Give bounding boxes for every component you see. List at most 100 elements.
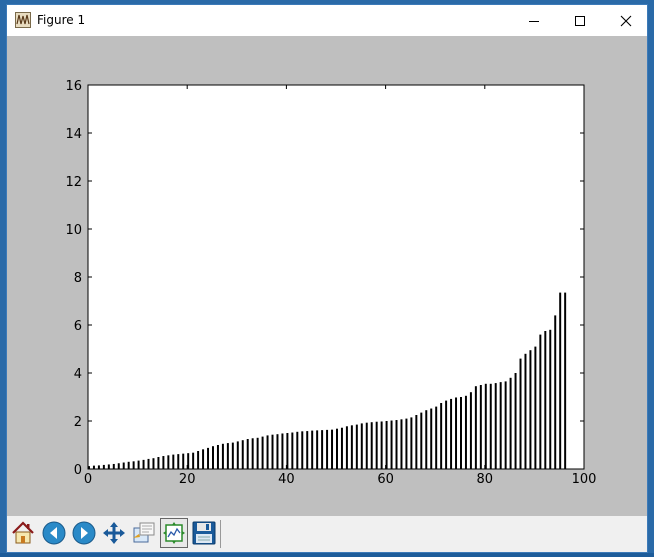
bar-96 [564,292,567,469]
figure-canvas[interactable]: 0 20 40 60 80 100 0 2 4 6 8 10 12 14 16 [7,36,647,516]
bar-45 [311,430,314,469]
bar-27 [221,443,224,469]
subplots-button[interactable] [160,518,188,548]
y-tick-label-10: 10 [65,223,82,238]
bar-chart: 0 20 40 60 80 100 0 2 4 6 8 10 12 14 16 [65,79,596,487]
bar-56 [365,422,368,469]
maximize-icon [575,15,585,26]
bar-24 [207,447,210,469]
y-tick-label-14: 14 [65,127,82,142]
bar-67 [420,412,423,469]
bar-65 [410,417,413,469]
bar-22 [197,451,200,469]
bar-62 [395,420,398,469]
maximize-button[interactable] [557,5,603,36]
bar-60 [385,421,388,469]
bar-14 [157,457,160,469]
bar-20 [187,453,190,469]
bar-83 [499,382,502,469]
forward-arrow-icon [72,521,96,545]
y-tick-label-2: 2 [74,415,82,430]
x-tick-label-100: 100 [572,472,597,487]
y-tick-label-12: 12 [65,175,82,190]
bar-85 [509,377,512,469]
bar-23 [202,449,205,469]
desktop-taskbar-edge [0,553,654,557]
back-button[interactable] [40,518,68,548]
bar-34 [256,437,259,469]
bar-87 [519,358,522,469]
bar-8 [127,461,130,469]
home-button[interactable] [9,518,37,548]
bar-33 [251,438,254,469]
plot-frame [87,84,585,470]
bar-70 [435,406,438,469]
save-button[interactable] [190,518,218,548]
bar-82 [494,383,497,469]
bar-44 [306,431,309,469]
bar-86 [514,373,517,469]
bar-31 [241,440,244,469]
bar-58 [375,421,378,469]
bar-89 [529,350,532,469]
bar-26 [216,445,219,469]
minimize-button[interactable] [511,5,557,36]
bar-95 [559,292,562,469]
bar-88 [524,353,527,469]
bar-42 [296,431,299,469]
bar-69 [430,408,433,469]
bar-91 [539,334,542,469]
x-tick-label-60: 60 [377,472,394,487]
matplotlib-app-icon [15,12,31,28]
x-tick-label-20: 20 [179,472,196,487]
bar-16 [167,455,170,469]
floppy-disk-icon [192,521,216,545]
bar-55 [360,423,363,469]
bar-37 [271,434,274,469]
bar-25 [212,446,214,469]
x-tick-label-40: 40 [278,472,295,487]
title-bar[interactable]: Figure 1 [7,5,647,36]
bar-21 [192,452,195,469]
bar-59 [380,421,383,469]
bar-13 [152,458,155,469]
close-button[interactable] [603,5,647,36]
window-title: Figure 1 [37,13,86,27]
bar-47 [321,430,324,469]
bar-63 [400,419,403,469]
pan-button[interactable] [100,518,128,548]
close-icon [620,15,632,26]
x-tick-label-80: 80 [477,472,494,487]
bar-15 [162,456,165,469]
bar-92 [544,331,547,469]
x-tick-label-0: 0 [84,472,92,487]
bar-93 [549,329,552,469]
bar-9 [132,461,135,469]
zoom-button[interactable] [130,518,158,548]
y-tick-label-0: 0 [74,463,82,478]
bar-10 [137,460,140,469]
bar-53 [350,425,353,469]
bar-43 [301,431,304,469]
y-tick-label-6: 6 [74,319,82,334]
bar-94 [554,315,557,469]
tick-labels: 0 20 40 60 80 100 0 2 4 6 8 10 12 14 16 [65,79,596,487]
bar-7 [122,462,125,469]
bar-6 [117,463,120,469]
bar-29 [231,442,234,469]
bar-35 [261,436,264,469]
bar-61 [390,420,393,469]
bar-4 [107,464,110,469]
minimize-icon [529,20,539,22]
bars [88,292,567,469]
y-tick-label-8: 8 [74,271,82,286]
bar-73 [450,398,453,469]
bar-2 [97,465,100,469]
bar-17 [172,454,175,469]
bar-30 [236,441,239,469]
subplots-icon [163,522,185,544]
bar-77 [469,392,472,469]
bar-52 [345,426,348,469]
forward-button[interactable] [70,518,98,548]
bar-50 [336,428,338,469]
